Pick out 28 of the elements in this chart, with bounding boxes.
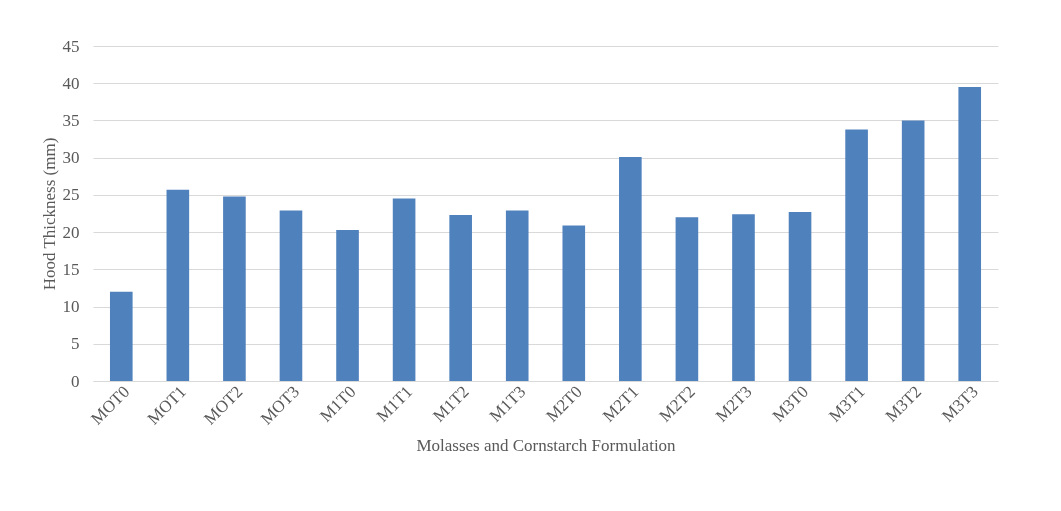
y-tick-label: 35 [62,110,80,130]
bar [449,214,472,381]
bar [845,129,868,381]
y-tick-label: 15 [62,259,80,279]
y-tick-label: 10 [62,297,80,317]
bar [505,210,529,381]
x-axis-title: Molasses and Cornstarch Formulation [416,435,677,455]
y-axis-title: Hood Thickness (mm) [39,137,59,291]
bar [166,189,190,381]
bar [279,210,303,381]
bar [392,198,416,381]
y-tick-label: 5 [71,334,80,354]
y-tick-label: 30 [62,148,80,168]
bar [562,225,586,381]
bar [336,229,359,381]
bar [675,217,699,381]
bar [901,120,925,381]
y-tick-label: 25 [62,185,80,205]
bar [958,86,982,381]
y-tick-label: 0 [71,371,80,391]
bar [619,156,642,381]
bar [788,212,812,381]
y-tick-label: 45 [62,36,80,56]
y-tick-label: 40 [62,73,80,93]
y-tick-label: 20 [62,222,80,242]
bar [732,214,755,381]
bar [109,291,133,381]
bar [223,196,246,381]
